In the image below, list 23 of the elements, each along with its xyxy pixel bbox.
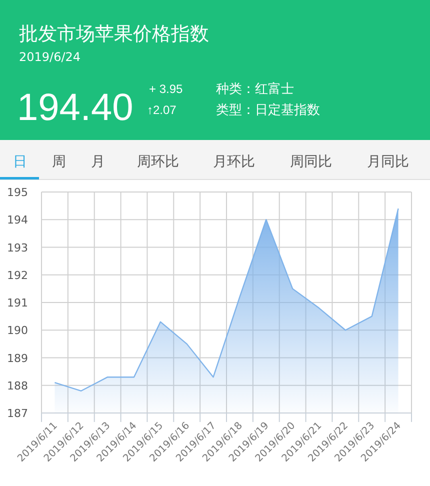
y-tick-label: 190 (7, 324, 28, 338)
y-tick-label: 195 (7, 186, 28, 199)
text: 种类：红富士 (216, 81, 294, 97)
text: 2019/6/24 (19, 50, 81, 64)
text: 月环比 (213, 154, 255, 170)
text: 周环比 (137, 154, 179, 170)
text: 类型：日定基指数 (216, 103, 320, 118)
text: + 3.95 (149, 82, 184, 96)
text: 月同比 (367, 154, 409, 170)
text: 周 (52, 154, 66, 170)
text: 日 (13, 154, 27, 170)
text: 周同比 (290, 154, 332, 170)
y-tick-label: 188 (7, 379, 28, 392)
y-tick-label: 187 (7, 407, 28, 420)
y-tick-label: 189 (7, 352, 28, 365)
y-tick-label: 193 (7, 241, 28, 254)
y-tick-label: 194 (7, 214, 28, 227)
y-tick-label: 192 (7, 268, 28, 282)
text: 批发市场苹果价格指数 (19, 23, 209, 45)
text: 月 (91, 154, 105, 170)
text: 194.40 (17, 87, 134, 129)
text: ↑2.07 (147, 103, 177, 117)
y-tick-label: 191 (7, 296, 28, 310)
